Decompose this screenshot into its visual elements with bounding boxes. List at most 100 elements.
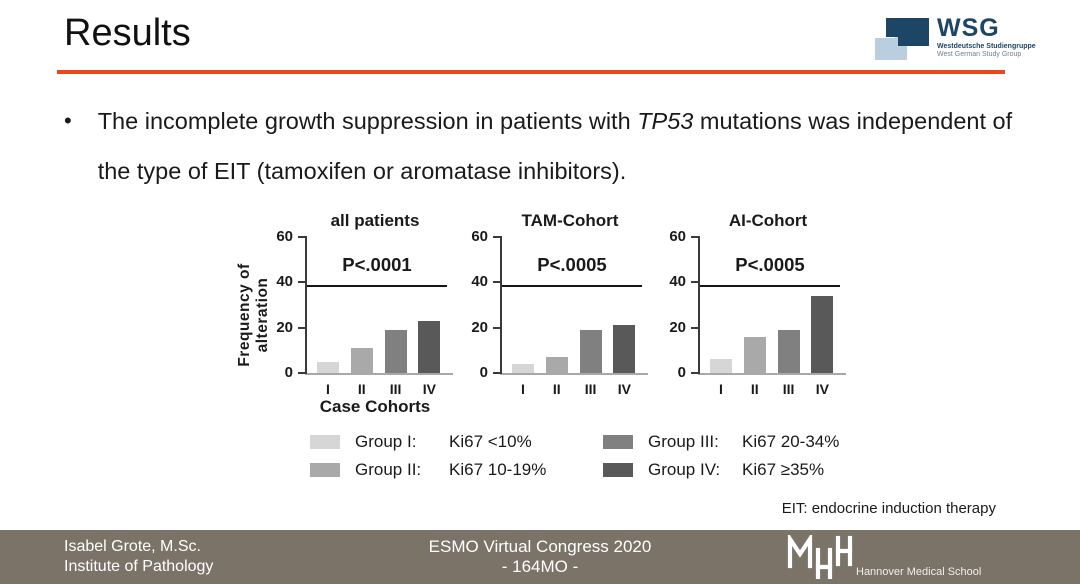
congress-session: - 164MO - [501, 557, 579, 576]
significance-line [700, 284, 840, 287]
legend-value: Ki67 10-19% [449, 459, 547, 479]
legend-value: Ki67 20-34% [742, 431, 840, 451]
y-tick-label: 20 [276, 318, 293, 336]
legend: Group I: Ki67 <10% Group II: Ki67 10-19% Gr… [310, 431, 910, 491]
bullet-text-pre: The incomplete growth suppression in pat… [97, 108, 638, 134]
significance-line [307, 284, 447, 287]
bar-group-III [777, 329, 800, 373]
y-tick-label: 60 [669, 228, 686, 245]
plot-area: P<.0001 0 20 40 60 I II III IV [276, 228, 453, 397]
x-tick-label: I [521, 381, 525, 397]
author-info: Isabel Grote, M.Sc. Institute of Patholo… [64, 537, 213, 577]
legend-item: Group I: Ki67 <10% [310, 431, 546, 452]
bullet-text: The incomplete growth suppression in pat… [98, 96, 1014, 196]
legend-item: Group IV: Ki67 ≥35% [603, 459, 839, 480]
bar-group-I [710, 359, 732, 373]
congress-info: ESMO Virtual Congress 2020 - 164MO - [0, 537, 1080, 577]
chart-title: all patients [330, 211, 420, 230]
bullet-point: • The incomplete growth suppression in p… [64, 96, 1014, 196]
bar-group-I [317, 361, 339, 373]
y-tick [298, 326, 307, 329]
page-title: Results [64, 12, 191, 54]
bar-group-I [512, 363, 534, 373]
y-tick-label: 40 [669, 273, 686, 291]
y-tick-label: 20 [669, 318, 686, 336]
x-tick-label: I [326, 381, 330, 397]
x-axis-line [698, 373, 846, 375]
y-tick [298, 281, 307, 284]
y-tick [298, 372, 307, 374]
y-tick [493, 372, 502, 374]
legend-column-left: Group I: Ki67 <10% Group II: Ki67 10-19% [310, 431, 546, 487]
y-tick-label: 0 [284, 364, 293, 381]
legend-label: Group II: [355, 459, 422, 479]
footnote: EIT: endocrine induction therapy [781, 500, 996, 517]
wsg-logo: WSG Westdeutsche Studiengruppe West Germ… [873, 16, 1036, 62]
gene-name: TP53 [637, 108, 694, 134]
x-tick-label: I [719, 381, 723, 397]
x-tick-label: II [750, 381, 759, 397]
mhh-logo-icon [787, 532, 853, 580]
x-tick-label: IV [422, 381, 436, 397]
y-tick [691, 326, 700, 329]
bar-group-III [384, 329, 407, 373]
bar-group-II [545, 357, 568, 373]
wsg-subtitle-de: Westdeutsche Studiengruppe [937, 43, 1036, 50]
bar-group-IV [811, 295, 834, 373]
footer-bar: Isabel Grote, M.Sc. Institute of Patholo… [0, 530, 1080, 584]
legend-column-right: Group III: Ki67 20-34% Group IV: Ki67 ≥35% [603, 431, 839, 487]
chart-tam-cohort: TAM-Cohort P<.0005 0 20 40 60 I II III IV [470, 211, 670, 413]
y-tick-label: 60 [471, 228, 488, 245]
chart-all-patients: all patients P<.0001 0 20 40 60 I II III IV [275, 211, 475, 413]
chart-title: TAM-Cohort [521, 211, 619, 230]
bar-group-IV [418, 320, 441, 373]
bar-group-II [350, 348, 373, 373]
legend-swatch-icon [310, 434, 340, 449]
p-value: P<.0001 [342, 254, 412, 275]
wsg-logo-icon [875, 18, 929, 60]
bullet-icon: • [64, 108, 72, 133]
mhh-logo: Hannover Medical School [786, 532, 981, 584]
x-axis-label: Case Cohorts [319, 397, 431, 416]
x-axis-line [305, 373, 453, 375]
legend-item: Group II: Ki67 10-19% [310, 459, 546, 480]
x-axis-line [500, 373, 648, 375]
title-underline [57, 70, 1005, 74]
legend-label: Group IV: [648, 459, 721, 479]
p-value: P<.0005 [537, 254, 607, 275]
y-tick-label: 0 [677, 364, 686, 381]
congress-name: ESMO Virtual Congress 2020 [428, 537, 652, 556]
wsg-acronym: WSG [937, 14, 1000, 42]
legend-label: Group III: [648, 431, 719, 451]
author-institute: Institute of Pathology [64, 558, 214, 575]
bar-group-II [743, 336, 766, 373]
wsg-subtitle-en: West German Study Group [937, 51, 1022, 58]
legend-swatch-icon [603, 462, 633, 477]
bar-group-IV [613, 325, 636, 373]
chart-ai-cohort: AI-Cohort P<.0005 0 20 40 60 I II III IV [668, 211, 868, 413]
y-tick-label: 40 [276, 273, 293, 291]
legend-swatch-icon [310, 462, 340, 477]
legend-value: Ki67 <10% [449, 431, 532, 451]
y-tick [691, 372, 700, 374]
legend-value: Ki67 ≥35% [742, 459, 825, 479]
school-name: Hannover Medical School [856, 566, 982, 578]
significance-line [502, 284, 642, 287]
legend-swatch-icon [603, 434, 633, 449]
x-tick-label: IV [617, 381, 631, 397]
legend-item: Group III: Ki67 20-34% [603, 431, 839, 452]
bullet-text-post: mutations was independent of the type of… [97, 108, 1013, 184]
y-tick [691, 281, 700, 284]
plot-area: P<.0005 0 20 40 60 I II III IV [669, 228, 846, 397]
y-tick [493, 281, 502, 284]
y-tick [691, 236, 700, 238]
bar-group-III [579, 329, 602, 373]
wsg-logo-text: WSG Westdeutsche Studiengruppe West Germ… [937, 14, 1036, 59]
x-tick-label: III [782, 381, 795, 397]
y-tick [298, 236, 307, 238]
y-tick-label: 60 [276, 228, 293, 245]
x-tick-label: II [357, 381, 366, 397]
y-tick-label: 40 [471, 273, 488, 291]
plot-area: P<.0005 0 20 40 60 I II III IV [471, 228, 648, 397]
legend-label: Group I: [355, 431, 417, 451]
